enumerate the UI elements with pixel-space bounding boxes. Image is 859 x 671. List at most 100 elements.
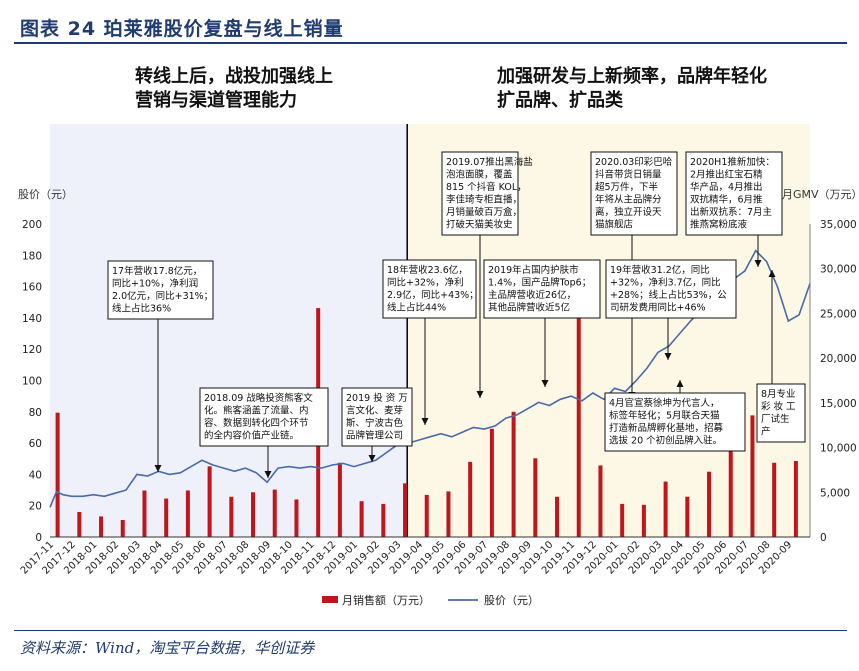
legend-line-label: 股价（元） <box>484 594 539 607</box>
annotation-text: 产 <box>761 426 771 438</box>
gmv-bar <box>99 516 104 537</box>
annotation-box <box>107 260 214 320</box>
left-tick-label: 160 <box>22 282 42 294</box>
left-tick-label: 40 <box>29 469 42 481</box>
annotation-arrowhead <box>421 418 429 425</box>
gmv-bar <box>489 428 494 537</box>
title-rule <box>14 42 847 44</box>
left-axis-unit: 股价（元） <box>18 188 73 201</box>
left-tick-label: 0 <box>35 532 42 544</box>
left-tick-label: 200 <box>22 219 42 231</box>
gmv-bar <box>511 411 516 537</box>
phase1-background <box>50 124 408 537</box>
annotation-text: 2020.03印彩巴哈 <box>595 156 673 168</box>
gmv-bar <box>772 462 777 537</box>
gmv-bar <box>446 491 451 537</box>
annotation-text: 打造新品牌孵化基地，招募 <box>609 422 724 434</box>
annotation-text: 8月专业 <box>761 388 796 400</box>
annotation-text: 超5万件，下半 <box>595 181 658 193</box>
gmv-bar <box>793 460 798 537</box>
left-tick-label: 20 <box>29 501 42 513</box>
annotation-text: 其他品牌营收近5亿 <box>488 302 570 314</box>
gmv-bar <box>272 489 277 537</box>
figure-title: 图表 24 珀莱雅股价复盘与线上销量 <box>20 18 344 40</box>
gmv-bar <box>555 496 560 537</box>
annotation-text: 2019.07推出黑海盐 <box>446 156 533 168</box>
annotation-arrowhead <box>664 353 672 360</box>
annotation-text: 彩 妆 工 <box>761 401 796 413</box>
annotation-text: 2.0亿元，同比+31%； <box>112 290 213 302</box>
annotation-text: 出新双抗系：7月主 <box>690 206 772 218</box>
annotation-text: 2020H1推新加快： <box>690 156 775 168</box>
phase1-label: 转线上后，战投加强线上 <box>135 65 333 87</box>
right-tick-label: 10,000 <box>820 443 857 455</box>
gmv-bar <box>424 494 429 537</box>
gmv-bar <box>641 504 646 537</box>
annotation-text: 斯、宁波古色 <box>346 417 404 429</box>
right-tick-label: 35,000 <box>820 219 857 231</box>
annotation-text: 2.9亿，同比+43%； <box>387 289 479 301</box>
annotation-text: 化。熊客涵盖了流量、内 <box>204 405 309 417</box>
annotation-text: 4月官宣蔡徐坤为代言人， <box>609 397 720 409</box>
annotation-text: 李佳琦专柜直播， <box>446 194 522 206</box>
right-tick-label: 25,000 <box>820 308 857 320</box>
gmv-bar <box>707 471 712 537</box>
annotation-text: 18年营收23.6亿， <box>387 264 468 276</box>
left-tick-label: 120 <box>22 344 42 356</box>
phase2-label: 扩品牌、扩品类 <box>497 89 624 111</box>
annotation-text: 华产品，4月推出 <box>690 181 763 193</box>
gmv-bar <box>251 492 256 537</box>
left-tick-label: 140 <box>22 313 42 325</box>
annotation-box <box>441 151 519 236</box>
annotation-text: 19年营收31.2亿，同比 <box>610 264 710 276</box>
annotation-box <box>483 259 601 319</box>
source-rule <box>14 630 847 631</box>
annotation-text: 选拔 20 个初创品牌入驻。 <box>609 435 722 447</box>
gmv-bar <box>728 448 733 537</box>
annotation-text: 打破天猫美妆史 <box>446 219 513 231</box>
gmv-bar <box>294 499 299 537</box>
annotation-text: +28%；线上占比53%，公 <box>610 289 727 301</box>
gmv-bar <box>207 466 212 537</box>
annotation-text: 言文化、麦芽 <box>346 405 403 417</box>
annotation-text: 容、数据到转化四个环节 <box>204 417 309 429</box>
gmv-bar <box>337 462 342 537</box>
gmv-bar <box>381 503 386 537</box>
gmv-bar <box>164 498 169 537</box>
annotation-arrowhead <box>754 260 762 267</box>
annotation-box <box>341 387 413 447</box>
gmv-bar <box>663 481 668 537</box>
annotation-box <box>605 259 737 319</box>
annotation-text: 17年营收17.8亿元， <box>112 265 202 277</box>
annotation-text: 双抗精华，6月推 <box>690 194 763 206</box>
gmv-bar <box>576 295 581 537</box>
right-tick-label: 5,000 <box>820 487 850 499</box>
annotation-text: 2019年占国内护肤市 <box>488 264 579 276</box>
gmv-bar <box>468 461 473 537</box>
annotation-text: 同比+32%，净利 <box>387 277 464 289</box>
annotation-arrowhead <box>541 380 549 387</box>
annotation-text: 标签年轻化；5月联合天猫 <box>609 410 720 422</box>
gmv-bar <box>750 415 755 537</box>
annotation-text: 推燕窝粉底液 <box>690 219 748 231</box>
right-axis-unit: 月GMV（万元） <box>782 188 859 201</box>
annotation-text: 主品牌营收近26亿， <box>488 289 576 301</box>
annotation-text: 月销量破百万盒， <box>446 206 522 218</box>
annotation-text: 同比+10%，净利润 <box>112 278 198 290</box>
annotation-text: 司研发费用同比+46% <box>610 302 706 314</box>
annotation-text: 的全内容价值产业链。 <box>204 430 299 442</box>
annotation-text: 2月推出红宝石精 <box>690 169 763 181</box>
phase2-label: 加强研发与上新频率，品牌年轻化 <box>496 65 767 87</box>
annotation-text: 猫旗舰店 <box>595 219 633 231</box>
annotation-arrowhead <box>368 455 376 462</box>
right-tick-label: 20,000 <box>820 353 857 365</box>
annotation-arrowhead <box>154 465 162 472</box>
right-tick-label: 30,000 <box>820 264 857 276</box>
gmv-bar <box>229 496 234 537</box>
annotation-text: 815 个抖音 KOL， <box>446 181 527 193</box>
gmv-bar <box>685 496 690 537</box>
annotation-box <box>199 387 329 447</box>
legend-bar-swatch <box>322 596 338 603</box>
annotation-text: +32%，净利3.7亿，同比 <box>610 277 721 289</box>
gmv-bar <box>120 520 125 537</box>
